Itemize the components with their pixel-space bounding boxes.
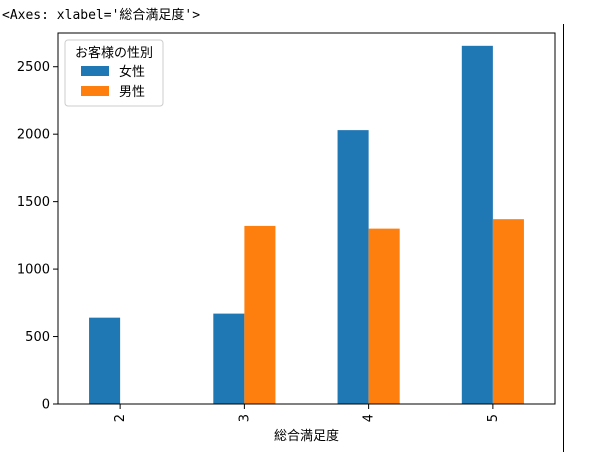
bar-男性-4: [368, 228, 400, 404]
y-tick-label: 1000: [17, 263, 50, 278]
x-axis-label: 総合満足度: [274, 428, 339, 444]
legend-swatch: [81, 86, 109, 96]
y-tick-label: 0: [42, 398, 50, 413]
chart-bars: [89, 45, 524, 404]
x-tick-label: 3: [237, 414, 252, 422]
output-repr-text: <Axes: xlabel='総合満足度'>: [2, 8, 201, 23]
x-tick-label: 2: [113, 414, 128, 422]
legend-label: 男性: [119, 85, 145, 100]
x-tick-label: 4: [362, 414, 377, 422]
legend-title: お客様の性別: [75, 45, 153, 61]
legend-label: 女性: [119, 64, 145, 80]
bar-男性-3: [244, 225, 276, 404]
y-tick-label: 2500: [17, 60, 50, 75]
x-tick-label: 5: [486, 414, 501, 422]
output-cell-divider: [563, 24, 564, 452]
bar-男性-5: [492, 219, 524, 404]
y-tick-label: 1500: [17, 195, 50, 210]
bar-女性-3: [213, 313, 245, 404]
plot-frame: [57, 32, 556, 405]
bar-女性-4: [337, 130, 369, 404]
legend-swatch: [81, 66, 109, 76]
bar-女性-5: [461, 45, 493, 404]
bar-女性-2: [89, 317, 121, 404]
y-tick-label: 2000: [17, 128, 50, 143]
chart-axes: 0 500 1000 1500 2000 2500 2 3 4 5 総合満足度: [17, 32, 556, 444]
y-tick-label: 500: [25, 330, 50, 345]
